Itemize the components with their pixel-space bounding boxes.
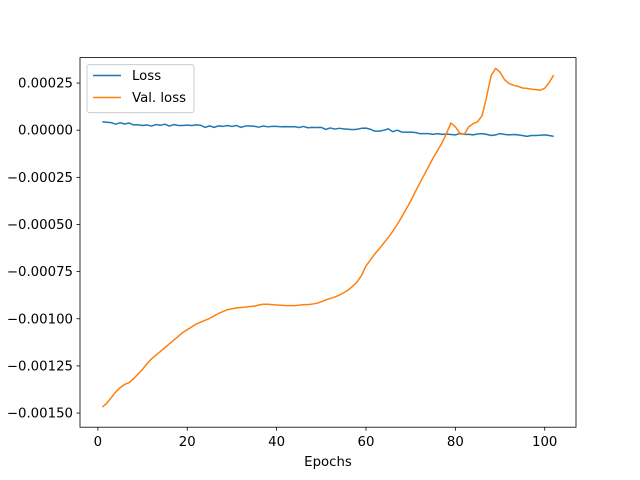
y-tick-label: −0.00150 (7, 407, 73, 422)
legend-label-val-loss: Val. loss (132, 91, 186, 106)
y-tick-label: 0.00025 (18, 77, 73, 92)
legend-box (86, 64, 195, 114)
y-tick-label: 0.00000 (18, 124, 73, 139)
y-axis: 0.00025 0.00000 −0.00025 −0.00050 −0.00075 −0… (7, 77, 80, 422)
x-axis-title: Epochs (304, 455, 352, 470)
x-tick-label: 40 (268, 435, 285, 450)
x-tick-label: 0 (94, 435, 102, 450)
legend: Loss Val. loss (86, 64, 195, 114)
y-tick-label: −0.00050 (7, 218, 73, 233)
series-line-loss (102, 120, 554, 138)
x-tick-label: 100 (532, 435, 557, 450)
x-axis: 0 20 40 60 80 100 (94, 427, 557, 450)
y-tick-label: −0.00125 (7, 359, 73, 374)
x-tick-label: 60 (358, 435, 375, 450)
x-tick-label: 80 (447, 435, 464, 450)
legend-label-loss: Loss (132, 69, 161, 84)
y-tick-label: −0.00100 (7, 312, 73, 327)
series-line-val-loss (101, 67, 555, 408)
y-tick-label: −0.00025 (7, 171, 73, 186)
plot-frame (79, 57, 577, 428)
series-layer (101, 67, 555, 408)
x-tick-label: 20 (179, 435, 196, 450)
y-tick-label: −0.00075 (7, 265, 73, 280)
